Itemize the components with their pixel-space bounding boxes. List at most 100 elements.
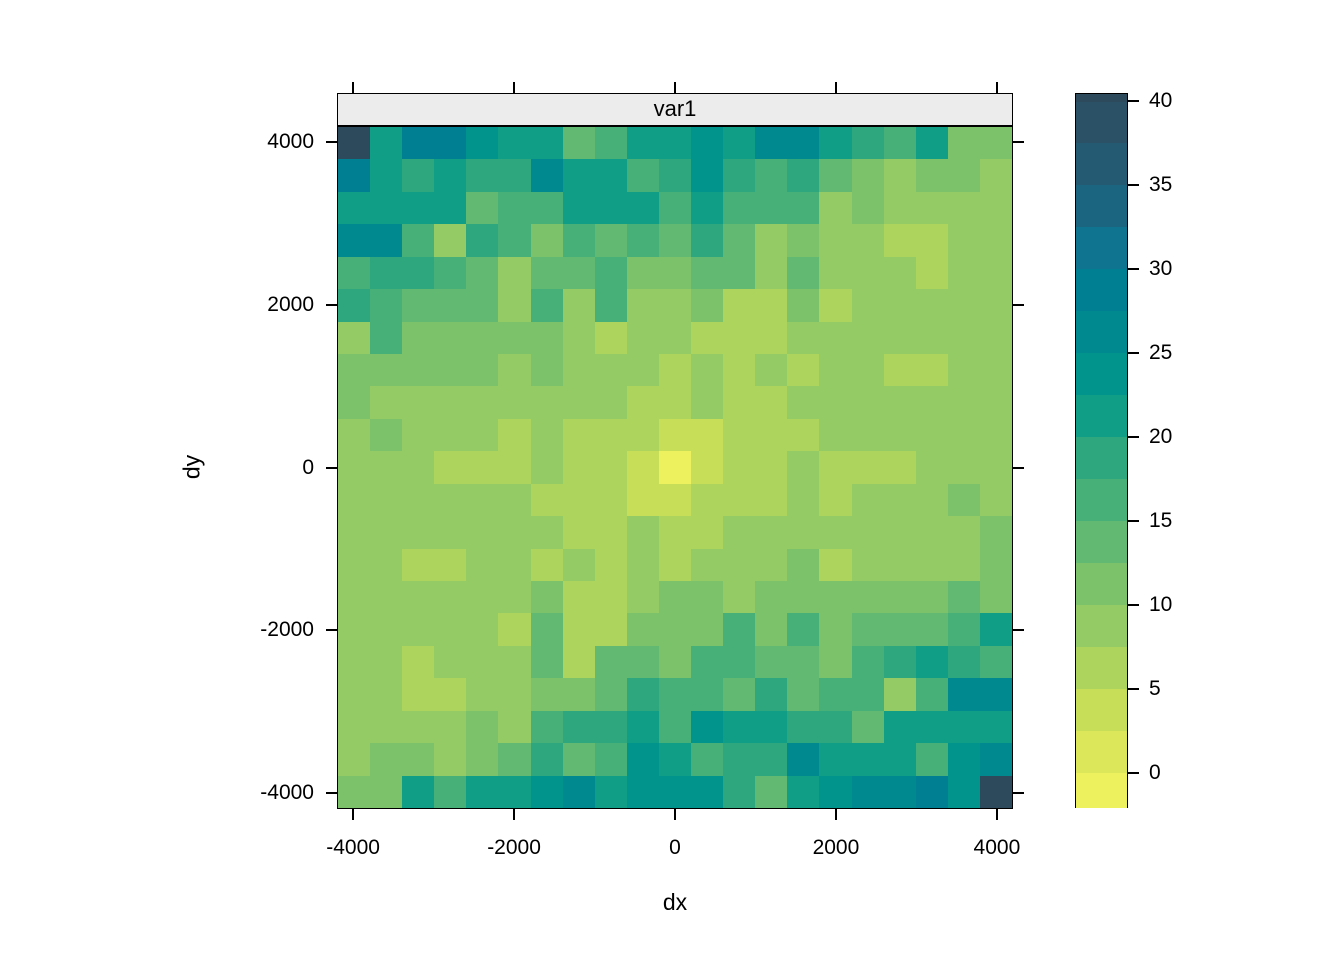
color-key-tick [1128,183,1139,186]
heatmap-cell [370,548,403,581]
heatmap-cell [723,710,756,744]
panel-strip-label: var1 [653,96,697,121]
heatmap-cell [338,548,371,581]
heatmap-cell [626,386,659,419]
color-key-label: 40 [1149,88,1173,112]
y-axis-right-tick [1013,466,1024,469]
heatmap-cell [530,775,563,808]
heatmap-cell [402,321,435,354]
heatmap-cell [626,353,659,387]
heatmap-cell [819,386,852,419]
heatmap-cell [658,678,692,711]
color-key-band [1076,226,1127,269]
heatmap-cell [338,418,371,452]
heatmap-cell [466,580,499,614]
heatmap-cell [787,613,820,646]
heatmap-cell [498,256,531,290]
heatmap-cell [947,645,980,679]
heatmap-cell [691,645,724,679]
color-key-band [1076,352,1127,395]
heatmap-cell [787,743,820,776]
heatmap-cell [434,645,467,679]
heatmap-cell [883,127,916,160]
heatmap-cell [723,418,756,452]
heatmap-cell [626,580,659,614]
heatmap-cell [530,451,563,484]
heatmap-cell [338,191,371,225]
heatmap-cell [979,289,1012,322]
heatmap-cell [338,645,371,679]
x-axis-top-tick [352,82,355,93]
heatmap-cell [562,483,595,517]
x-axis-tick [995,809,998,820]
heatmap-cell [402,353,435,387]
heatmap-cell [434,191,467,225]
heatmap-cell [787,256,820,290]
color-key-label: 35 [1149,172,1173,196]
color-key-label: 10 [1149,592,1173,616]
heatmap-cell [594,321,627,354]
color-key-tick [1128,99,1139,102]
heatmap-cell [402,159,435,192]
color-key-tick [1128,603,1139,606]
heatmap-cell [626,483,659,517]
x-tick-label: 2000 [812,836,860,859]
heatmap-cell [915,516,948,549]
heatmap-cell [691,678,724,711]
heatmap-cell [402,775,435,808]
heatmap-cell [819,353,852,387]
heatmap-cell [658,159,692,192]
heatmap-cell [691,743,724,776]
heatmap-cell [691,159,724,192]
heatmap-cell [530,289,563,322]
heatmap-cell [594,127,627,160]
color-key-band [1076,604,1127,647]
heatmap-cell [755,224,788,257]
heatmap-cell [755,353,788,387]
heatmap-cell [562,289,595,322]
heatmap-cell [787,451,820,484]
heatmap-cell [562,451,595,484]
heatmap-cell [370,613,403,646]
heatmap-cell [626,613,659,646]
heatmap-cell [691,775,724,808]
heatmap-cell [626,224,659,257]
color-key-band [1076,730,1127,773]
heatmap-cell [883,580,916,614]
heatmap-cell [851,159,884,192]
color-key-label: 5 [1149,676,1161,700]
heatmap-cell [979,645,1012,679]
heatmap-cell [562,127,595,160]
heatmap-cell [947,483,980,517]
heatmap-cell [755,256,788,290]
heatmap-cell [562,678,595,711]
heatmap-cell [787,127,820,160]
heatmap-cell [883,516,916,549]
color-key-band [1076,268,1127,311]
color-key-tick [1128,687,1139,690]
heatmap-cell [947,516,980,549]
heatmap-cell [370,645,403,679]
heatmap-cell [723,386,756,419]
plot-area [337,126,1013,809]
heatmap-cell [402,451,435,484]
heatmap-cell [883,386,916,419]
heatmap-cell [658,289,692,322]
heatmap-cell [851,321,884,354]
heatmap-cell [755,321,788,354]
y-axis-tick [326,791,337,794]
heatmap-cell [370,418,403,452]
heatmap-cell [723,451,756,484]
heatmap-cell [498,159,531,192]
heatmap-cell [755,613,788,646]
heatmap-cell [402,743,435,776]
heatmap-cell [594,580,627,614]
color-key-band [1076,688,1127,731]
heatmap-cell [819,645,852,679]
heatmap-cell [979,353,1012,387]
heatmap-cell [915,353,948,387]
heatmap-cell [915,645,948,679]
x-axis-top-tick [674,82,676,93]
heatmap-cell [594,451,627,484]
y-axis-title: dy [178,454,205,480]
